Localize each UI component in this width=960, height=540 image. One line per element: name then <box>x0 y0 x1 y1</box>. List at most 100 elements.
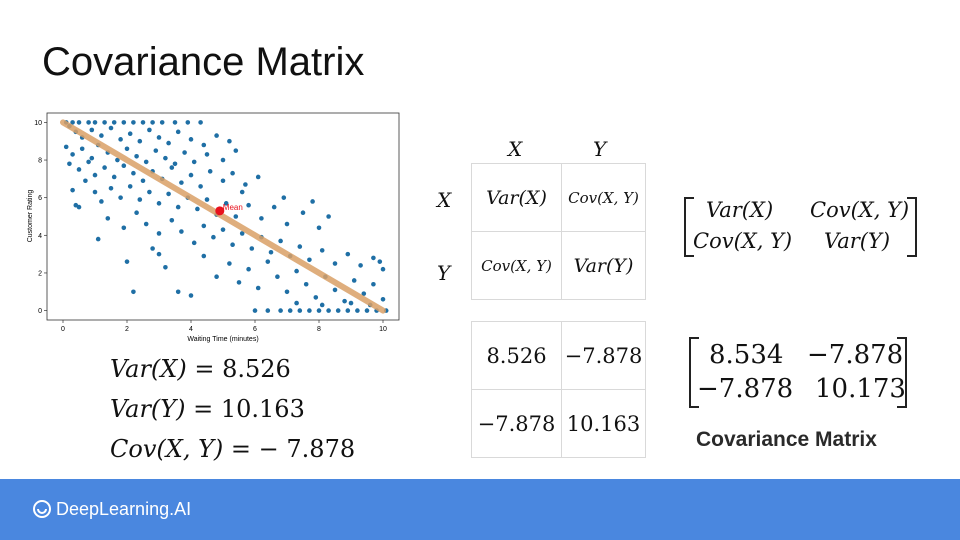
data-point <box>175 204 181 210</box>
data-point <box>271 204 277 210</box>
var-x-stat: Var(X) = 8.526 <box>110 355 291 383</box>
data-point <box>185 120 191 125</box>
data-point <box>220 178 226 184</box>
data-point <box>313 295 319 300</box>
data-point <box>121 225 127 231</box>
data-point <box>259 216 264 221</box>
data-point <box>319 248 325 253</box>
data-point <box>179 229 184 234</box>
data-point <box>249 246 255 251</box>
data-point <box>335 308 341 313</box>
deeplearning-logo-icon <box>33 500 51 518</box>
footer-bar: DeepLearning.AI <box>0 479 960 540</box>
data-point <box>214 133 219 138</box>
data-point <box>99 199 104 204</box>
cell-var-x-value: 8.526 <box>471 321 562 390</box>
row-header-x: X <box>437 188 452 212</box>
cell-cov-yx: Cov(X, Y) <box>471 231 562 300</box>
data-point <box>316 308 322 313</box>
data-point <box>345 251 351 257</box>
data-point <box>121 163 127 168</box>
cell-cov-xy-value: −7.878 <box>561 321 646 390</box>
cov-stat: Cov(X, Y) = − 7.878 <box>110 435 355 463</box>
data-point <box>166 140 171 146</box>
matrix-caption: Covariance Matrix <box>696 428 877 451</box>
data-point <box>63 144 69 150</box>
brand-name: DeepLearning.AI <box>56 499 192 519</box>
data-point <box>230 242 235 248</box>
data-point <box>169 217 175 223</box>
data-point <box>294 268 299 274</box>
data-point <box>332 287 338 293</box>
data-point <box>214 274 219 280</box>
data-point <box>147 127 152 133</box>
data-point <box>233 214 239 219</box>
data-point <box>326 308 331 313</box>
data-point <box>86 159 91 165</box>
data-point <box>150 120 155 125</box>
data-point <box>307 308 312 313</box>
data-point <box>79 146 85 152</box>
data-point <box>143 159 149 165</box>
cov-label: Cov(X, Y) = <box>110 435 259 463</box>
data-point <box>156 231 162 236</box>
data-point <box>134 210 139 216</box>
data-point <box>230 170 235 176</box>
x-axis-label: Waiting Time (minutes) <box>187 336 258 343</box>
data-point <box>220 157 226 163</box>
data-point <box>355 308 360 313</box>
x-tick-label: 0 <box>61 326 65 333</box>
data-point <box>140 120 146 125</box>
y-tick-label: 2 <box>38 270 42 277</box>
data-point <box>83 178 88 184</box>
data-point <box>380 266 386 272</box>
data-point <box>361 291 367 296</box>
data-point <box>118 195 123 200</box>
data-point <box>127 184 133 189</box>
data-point <box>204 197 210 202</box>
data-point <box>239 189 245 195</box>
data-point <box>131 170 136 176</box>
data-point <box>131 289 136 295</box>
y-axis-label: Customer Rating <box>27 190 34 243</box>
data-point <box>371 281 376 287</box>
data-point <box>265 308 271 313</box>
data-point <box>147 189 152 195</box>
data-point <box>195 206 200 212</box>
scatter-chart: 0 2 4 6 8 10 0 2 4 6 8 10 Mean Waiting Time (minute… <box>27 112 400 343</box>
right-bracket <box>907 197 917 257</box>
data-point <box>153 148 159 153</box>
matrix-value-1-2: −7.878 <box>807 340 904 370</box>
cov-value: − 7.878 <box>258 435 356 463</box>
matrix-value-2-1: −7.878 <box>697 374 794 404</box>
data-point <box>371 255 376 261</box>
data-point <box>166 191 171 197</box>
data-point <box>246 202 251 208</box>
data-point <box>102 120 107 125</box>
data-point <box>70 152 75 157</box>
data-point <box>175 289 181 295</box>
data-point <box>294 300 299 306</box>
data-point <box>316 225 322 231</box>
row-header-y: Y <box>437 261 451 285</box>
y-tick-label: 4 <box>38 233 42 240</box>
symbolic-table: Var(X) Cov(X, Y) Cov(X, Y) Var(Y) <box>471 163 646 300</box>
data-point <box>89 127 95 133</box>
data-point <box>150 246 155 251</box>
page-title: Covariance Matrix <box>42 40 365 84</box>
y-tick-label: 8 <box>38 158 42 165</box>
data-point <box>227 138 232 144</box>
data-point <box>345 308 351 313</box>
data-point <box>76 120 82 125</box>
data-point <box>76 167 82 172</box>
regression-line <box>60 119 386 314</box>
data-point <box>239 231 245 236</box>
data-point <box>92 189 98 195</box>
data-point <box>233 148 239 153</box>
data-point <box>348 300 354 306</box>
data-point <box>191 159 197 165</box>
data-point <box>211 234 216 240</box>
data-point <box>297 244 303 249</box>
var-y-value: 10.163 <box>220 395 305 423</box>
data-point <box>108 125 114 131</box>
